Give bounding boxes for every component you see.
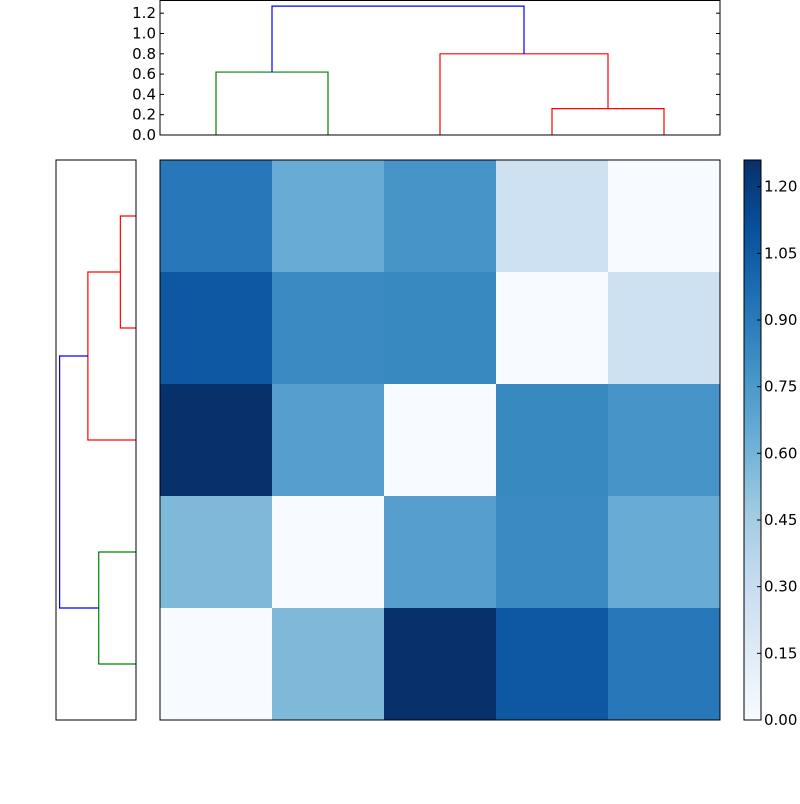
heatmap-cell [496,384,609,497]
colorbar-tick-label: 0.75 [764,378,797,396]
heatmap-cell [160,608,273,721]
dendrogram-link [439,53,609,135]
heatmap-frame [159,159,721,721]
heatmap-cell [496,272,609,385]
dendrogram-link [271,5,525,73]
heatmap-cell [496,496,609,609]
top-dendrogram-frame [159,0,721,136]
colorbar-gradient [743,159,762,721]
dendrogram-link [215,71,329,135]
y-tick-label: 0.2 [132,106,156,124]
colorbar-tick-label: 0.45 [764,511,797,529]
left-dendrogram-frame [55,159,137,721]
y-tick-label: 1.2 [132,4,156,22]
heatmap-cell [384,272,497,385]
heatmap-cell [160,272,273,385]
heatmap-cell [384,384,497,497]
colorbar-tick-label: 0.15 [764,644,797,662]
colorbar-tick-label: 0.60 [764,444,797,462]
y-tick-label: 1.0 [132,24,156,42]
colorbar-tick-label: 0.30 [764,578,797,596]
heatmap-cell [160,160,273,273]
dendrogram-link [98,551,136,665]
heatmap-cell [496,608,609,721]
heatmap-cell [160,496,273,609]
heatmap-cell [608,160,721,273]
left-dendrogram [55,159,137,721]
heatmap-cell [384,160,497,273]
heatmap-grid [159,159,721,721]
colorbar-tick-label: 0.90 [764,311,797,329]
y-tick-label: 0.8 [132,45,156,63]
dendrogram-link [551,108,665,135]
heatmap-cell [272,160,385,273]
dendrogram-link [119,215,136,329]
heatmap-cell [384,496,497,609]
colorbar-tick-label: 1.05 [764,244,797,262]
heatmap-cell [272,608,385,721]
heatmap-cell [608,608,721,721]
heatmap-cell [608,384,721,497]
heatmap-cell [160,384,273,497]
colorbar-tick-label: 1.20 [764,178,797,196]
y-tick-label: 0.0 [132,126,156,144]
dendrogram-link [59,355,99,609]
heatmap-cell [384,608,497,721]
heatmap-cell [272,272,385,385]
y-tick-label: 0.6 [132,65,156,83]
heatmap-cell [608,272,721,385]
top-dendrogram: 0.0 0.2 0.4 0.6 0.8 1.0 1.2 [132,0,721,144]
colorbar-tick-label: 0.00 [764,711,797,729]
dendrogram-link [87,271,136,441]
heatmap-cell [272,496,385,609]
heatmap-cell [272,384,385,497]
y-tick-label: 0.4 [132,85,156,103]
colorbar: 0.00 0.15 0.30 0.45 0.60 0.75 0.90 1.05 1.20 [743,159,797,729]
heatmap-cell [608,496,721,609]
heatmap-cell [496,160,609,273]
